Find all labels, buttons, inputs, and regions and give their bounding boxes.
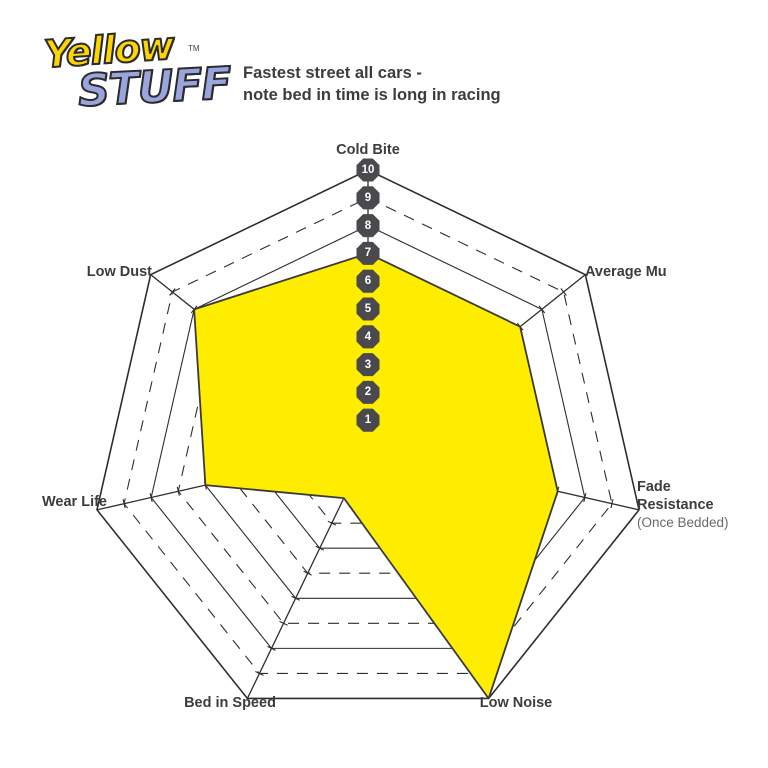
scale-badge-5: 5 — [356, 297, 380, 321]
scale-badge-7: 7 — [356, 241, 380, 265]
axis-label-text-line1: Fade — [637, 479, 671, 495]
scale-badge-6: 6 — [356, 269, 380, 293]
yellowstuff-logo: Yellow TM STUFF — [36, 23, 233, 126]
axis-tick — [610, 499, 614, 509]
axis-tick — [327, 520, 337, 526]
axis-label-text: Average Mu — [585, 264, 667, 280]
axis-tick — [255, 670, 264, 676]
axis-label-wear-life: Wear Life — [42, 493, 107, 511]
axis-tick — [122, 499, 126, 509]
axis-tick — [583, 492, 587, 503]
axis-label-text: Low Dust — [86, 264, 152, 280]
axis-tick — [267, 645, 276, 651]
axis-tick — [560, 288, 567, 296]
axis-label-cold-bite: Cold Bite — [336, 141, 400, 159]
axis-tick — [176, 486, 180, 496]
axis-label-low-noise: Low Noise — [480, 694, 553, 712]
chart-title-line1: Fastest street all cars - — [243, 64, 422, 82]
scale-badge-8: 8 — [356, 214, 380, 238]
grid-ring-10 — [96, 169, 640, 700]
chart-title-line2: note bed in time is long in racing — [243, 86, 501, 104]
scale-badge-2: 2 — [356, 380, 380, 404]
axis-label-text: Low Noise — [479, 695, 553, 711]
scale-badge-1: 1 — [356, 408, 380, 432]
grid-ring-8 — [150, 224, 586, 649]
axis-tick — [279, 620, 288, 626]
axis-tick — [149, 492, 153, 503]
axis-label-text-line2: Resistance — [637, 497, 714, 513]
axis-label-fade-resistance: Fade Resistance (Once Bedded) — [637, 478, 729, 532]
axis-label-sublabel: (Once Bedded) — [637, 515, 729, 530]
series-polygon-0 — [193, 252, 559, 700]
axis-label-text: Bed in Speed — [184, 695, 276, 711]
scale-badge-9: 9 — [356, 186, 380, 210]
axis-tick — [303, 570, 312, 576]
axis-tick — [291, 595, 300, 601]
axis-tick — [538, 305, 546, 314]
axis-label-text: Cold Bite — [336, 142, 400, 158]
axis-label-bed-in-speed: Bed in Speed — [184, 694, 276, 712]
axis-tick — [315, 545, 325, 551]
chart-title: Fastest street all cars - note bed in ti… — [243, 62, 501, 106]
axis-tick — [169, 288, 176, 296]
scale-badge-4: 4 — [356, 325, 380, 349]
axis-label-average-mu: Average Mu — [585, 263, 667, 281]
grid-ring-9 — [123, 197, 613, 674]
axis-label-text: Wear Life — [41, 494, 107, 510]
scale-badge-10: 10 — [356, 158, 380, 182]
scale-badge-3: 3 — [356, 353, 380, 377]
radar-series — [193, 252, 559, 700]
logo-trademark: TM — [188, 44, 200, 53]
axis-label-low-dust: Low Dust — [87, 263, 152, 281]
